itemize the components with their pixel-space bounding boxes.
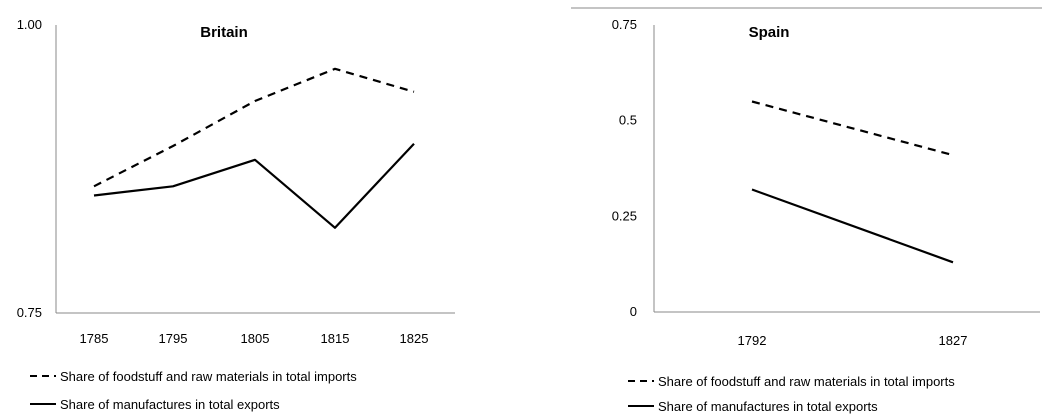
spain-y-tick-0: 0 [630,304,637,319]
spain-x-tick-0: 1792 [738,333,767,348]
britain-y-tick-labels: 0.75 1.00 [17,17,42,320]
britain-legend: Share of foodstuff and raw materials in … [30,369,357,412]
britain-chart-title: Britain [200,24,248,41]
spain-chart: Spain 0 0.25 0.5 0.75 1792 1827 Share of foo… [571,7,1042,414]
britain-series-exports-line [93,142,415,229]
spain-series-lines [751,100,954,264]
britain-series-imports-line [93,67,415,188]
spain-y-tick-1: 0.25 [612,208,637,223]
britain-legend-imports-label: Share of foodstuff and raw materials in … [60,369,357,384]
spain-series-exports-line [751,188,954,264]
spain-y-tick-labels: 0 0.25 0.5 0.75 [612,17,637,319]
britain-legend-exports-label: Share of manufactures in total exports [60,397,280,412]
britain-x-tick-0: 1785 [80,331,109,346]
britain-x-tick-labels: 1785 1795 1805 1815 1825 [80,331,429,346]
britain-chart: Britain 0.75 1.00 1785 1795 1805 1815 1825 Sh… [17,17,455,412]
britain-series-lines [93,67,415,229]
britain-x-tick-3: 1815 [321,331,350,346]
spain-x-tick-1: 1827 [939,333,968,348]
spain-legend-imports-label: Share of foodstuff and raw materials in … [658,374,955,389]
spain-y-tick-2: 0.5 [619,113,637,128]
britain-x-tick-4: 1825 [400,331,429,346]
britain-x-tick-2: 1805 [241,331,270,346]
britain-y-tick-0: 0.75 [17,305,42,320]
britain-x-tick-1: 1795 [159,331,188,346]
britain-y-tick-1: 1.00 [17,17,42,32]
spain-series-imports-line [751,100,954,157]
spain-legend-exports-label: Share of manufactures in total exports [658,399,878,414]
spain-legend: Share of foodstuff and raw materials in … [628,374,955,414]
spain-x-tick-labels: 1792 1827 [738,333,968,348]
spain-chart-title: Spain [749,24,790,41]
spain-y-tick-3: 0.75 [612,17,637,32]
